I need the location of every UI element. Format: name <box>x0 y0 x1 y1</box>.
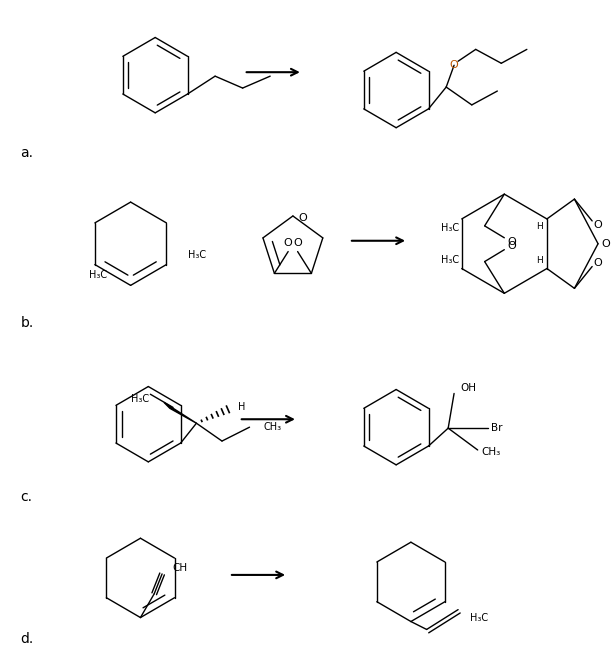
Text: H: H <box>238 403 245 412</box>
Text: O: O <box>593 257 603 267</box>
Polygon shape <box>164 403 196 423</box>
Text: O: O <box>508 241 517 251</box>
Text: Br: Br <box>492 423 503 433</box>
Text: a.: a. <box>20 147 34 160</box>
Text: b.: b. <box>20 316 34 330</box>
Text: H₃C: H₃C <box>441 223 459 233</box>
Text: H₃C: H₃C <box>89 271 107 280</box>
Text: O: O <box>508 237 517 247</box>
Text: O: O <box>284 238 292 248</box>
Text: H: H <box>536 256 543 265</box>
Text: H₃C: H₃C <box>131 395 149 405</box>
Text: O: O <box>299 213 307 223</box>
Text: CH: CH <box>172 563 187 573</box>
Text: O: O <box>450 60 459 70</box>
Text: CH₃: CH₃ <box>482 447 501 457</box>
Text: H₃C: H₃C <box>470 612 488 622</box>
Text: O: O <box>593 220 603 230</box>
Text: H: H <box>536 222 543 232</box>
Text: O: O <box>601 239 611 249</box>
Text: OH: OH <box>460 383 476 393</box>
Text: H₃C: H₃C <box>441 255 459 265</box>
Text: CH₃: CH₃ <box>264 422 281 432</box>
Text: d.: d. <box>20 632 34 646</box>
Text: c.: c. <box>20 490 32 504</box>
Text: H₃C: H₃C <box>188 249 206 259</box>
Text: O: O <box>293 238 302 248</box>
